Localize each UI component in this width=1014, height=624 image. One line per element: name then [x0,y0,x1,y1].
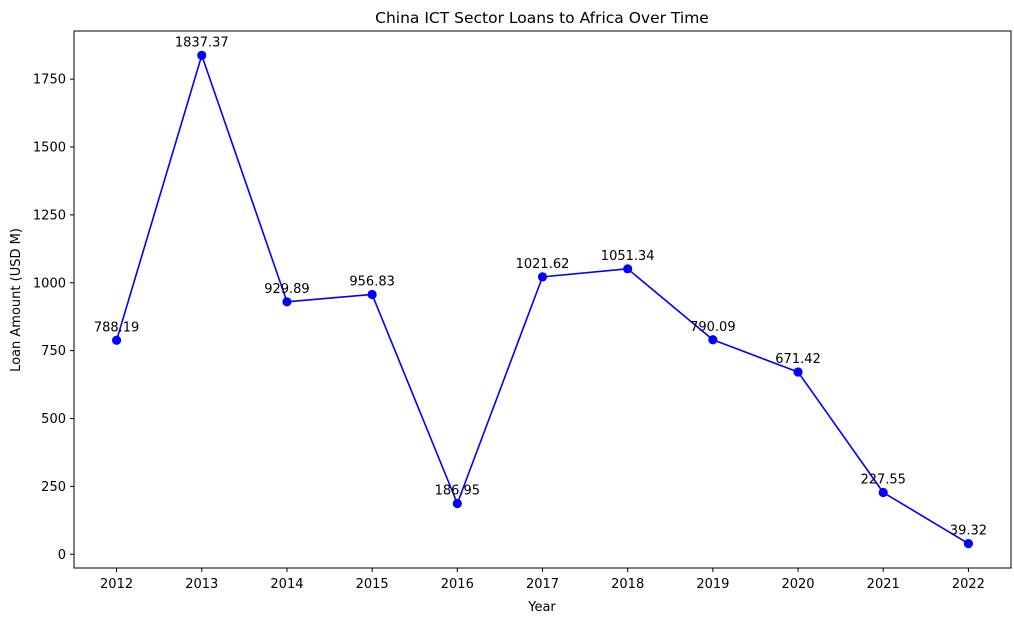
y-tick-label: 250 [41,480,66,495]
y-tick-label: 1500 [33,141,66,156]
y-tick-label: 750 [41,344,66,359]
y-tick-label: 1750 [33,73,66,88]
data-label: 186.95 [435,484,481,499]
data-label: 929.89 [264,282,310,297]
y-tick-label: 0 [58,548,66,563]
data-point [452,498,462,509]
data-label: 790.09 [690,320,736,335]
x-tick-label: 2018 [611,577,644,592]
data-label: 1021.62 [516,257,570,272]
data-label: 1837.37 [175,35,229,50]
y-axis-label: Loan Amount (USD M) [9,228,24,372]
data-point [708,335,718,345]
y-axis: 0 250 500 750 1000 1250 1500 1750 [33,73,74,563]
x-tick-label: 2020 [781,577,814,592]
x-tick-label: 2015 [356,577,389,592]
data-label: 671.42 [775,352,821,367]
y-tick-label: 500 [41,412,66,427]
data-labels-group: 788.19 1837.37 929.89 956.83 186.95 1021.62 10… [94,35,987,538]
x-tick-label: 2019 [696,577,729,592]
x-axis-label: Year [527,600,556,615]
data-label: 39.32 [950,524,987,539]
x-axis: 2012 2013 2014 2015 2016 2017 2018 2019 2020 2021… [100,568,985,592]
x-tick-label: 2014 [270,577,303,592]
series-group [111,50,974,549]
data-point [963,538,974,549]
data-point [111,335,122,345]
data-point [282,297,292,307]
data-label: 956.83 [349,274,395,289]
data-point [537,272,548,282]
x-tick-label: 2012 [100,577,133,592]
chart-title: China ICT Sector Loans to Africa Over Ti… [375,9,709,27]
x-tick-label: 2013 [185,577,218,592]
x-tick-label: 2016 [441,577,474,592]
y-tick-label: 1000 [33,276,66,291]
data-label: 788.19 [94,320,140,335]
data-label: 1051.34 [601,249,655,264]
series-line [115,54,969,545]
data-label: 227.55 [860,472,906,487]
data-point [367,289,377,300]
x-tick-label: 2022 [952,577,985,592]
x-tick-label: 2021 [867,577,900,592]
data-point [623,264,633,274]
x-tick-label: 2017 [526,577,559,592]
data-point [878,487,888,498]
data-point [793,367,803,377]
y-tick-label: 1250 [33,208,66,223]
data-point [197,50,207,61]
